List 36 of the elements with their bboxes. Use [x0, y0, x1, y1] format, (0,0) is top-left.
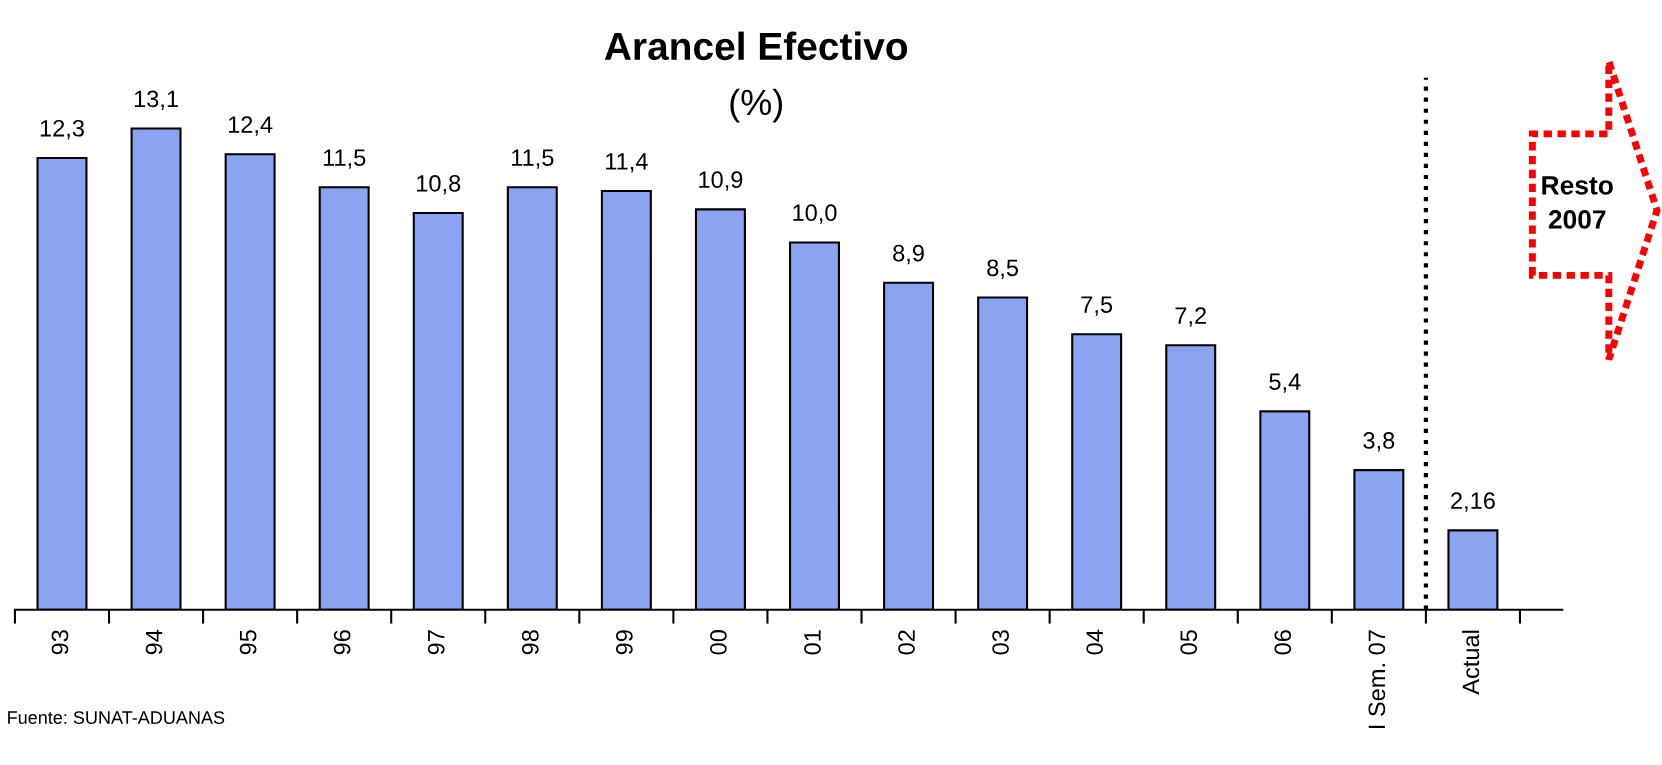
data-label: 11,5: [323, 149, 366, 169]
data-label: 10,8: [417, 174, 461, 195]
chart-subtitle: (%): [730, 88, 783, 123]
source-note: Fuente: SUNAT-ADUANAS: [8, 711, 225, 724]
x-tick-label: 00: [710, 630, 727, 655]
x-tick-label: 02: [898, 630, 915, 655]
x-tick-label: I Sem. 07: [1368, 630, 1386, 729]
x-tick-label: 99: [615, 630, 633, 655]
data-label: 8,5: [987, 259, 1019, 279]
chart-title: Arancel Efectivo: [604, 31, 908, 61]
x-tick-label: 93: [51, 630, 69, 655]
x-tick-label: 98: [521, 630, 539, 655]
annotation: Resto 2007: [1542, 176, 1613, 229]
data-label: 5,4: [1269, 373, 1301, 393]
x-tick-label: 06: [1274, 630, 1292, 655]
x-tick-label: 97: [427, 630, 445, 655]
x-tick-label: Actual: [1461, 630, 1480, 695]
data-label: 7,5: [1081, 296, 1113, 316]
data-label: 10,9: [699, 171, 743, 191]
data-label: 11,5: [512, 149, 554, 169]
x-tick-label: 96: [333, 630, 351, 655]
data-label: 12,3: [40, 119, 84, 140]
x-tick-label: 95: [239, 630, 257, 655]
x-tick-label: 01: [804, 630, 821, 655]
data-label: 7,2: [1175, 307, 1206, 327]
data-label: 11,4: [606, 153, 648, 173]
data-label: 3,8: [1363, 432, 1395, 452]
x-tick-label: 94: [145, 629, 163, 655]
x-tick-label: 05: [1180, 630, 1198, 655]
x-tick-label: 04: [1086, 629, 1104, 655]
x-tick-label: 03: [992, 630, 1009, 655]
data-label: 13,1: [134, 90, 178, 111]
data-label: 12,4: [228, 116, 273, 136]
data-label: 8,9: [893, 244, 924, 265]
data-label: 2,16: [1451, 492, 1495, 512]
data-label: 10,0: [793, 204, 837, 224]
